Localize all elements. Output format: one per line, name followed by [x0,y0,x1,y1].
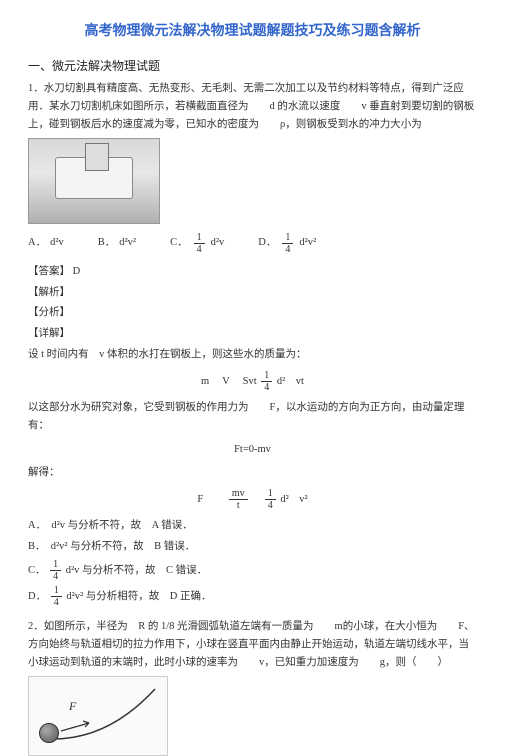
ld-txt: d²v² 与分析相符，故 D 正确． [66,591,211,602]
option-b: B． d²v² [98,234,136,252]
q2-text: 2．如图所示，半径为 R 的 1/8 光滑圆弧轨道左端有一质量为 m的小球，在大… [28,618,477,672]
eq2: Ft=0-mv [28,441,477,459]
eq1b: d² vt [277,376,304,387]
eq3: F mvt 14 d² v² [28,488,477,511]
ld-pre: D． [28,591,46,602]
opt-b-math: d²v² [119,234,136,252]
line-a: A． d²v 与分析不符，故 A 错误． [28,517,477,535]
section-heading: 一、微元法解决物理试题 [28,56,477,76]
line3: 解得： [28,464,477,482]
frac-c: 14 [194,232,205,255]
doc-title: 高考物理微元法解决物理试题解题技巧及练习题含解析 [28,20,477,44]
answer: 【答案】 D [28,263,477,281]
machine-image [28,138,160,224]
opt-b-label: B． [98,234,116,252]
options-row: A． d²v B． d²v² C． 14 d²v D． 14 d²v² [28,232,477,255]
option-c: C． 14 d²v [170,232,224,255]
lc-frac: 14 [50,559,61,582]
eq3b: d² v² [280,494,307,505]
ball-icon [39,723,59,743]
opt-c-math: d²v [211,234,225,252]
line1: 设 t 时间内有 v 体积的水打在钢板上，则这些水的质量为： [28,346,477,364]
eq1: m V Svt 14 d² vt [28,370,477,393]
eq1-frac: 14 [261,370,272,393]
force-label: F [69,696,76,716]
line-c: C． 14 d²v 与分析不符，故 C 错误． [28,559,477,582]
option-a: A． d²v [28,234,64,252]
opt-c-label: C． [170,234,188,252]
ld-frac: 14 [51,585,62,608]
opt-d-math: d²v² [299,234,316,252]
frac-d: 14 [282,232,293,255]
jiexi: 【解析】 [28,284,477,302]
opt-a-label: A． [28,234,46,252]
lc-txt: d²v 与分析不符，故 C 错误． [66,565,207,576]
opt-d-label: D． [258,234,276,252]
q1-text: 1．水刀切割具有精度高、无热变形、无毛刺、无需二次加工以及节约材料等特点，得到广… [28,80,477,134]
option-d: D． 14 d²v² [258,232,316,255]
line-d: D． 14 d²v² 与分析相符，故 D 正确． [28,585,477,608]
eq3-frac2: 14 [265,488,276,511]
lc-pre: C． [28,565,46,576]
xiangjie: 【详解】 [28,325,477,343]
eq1a: m V Svt [201,376,257,387]
eq3a: F [197,494,203,505]
curve-svg [49,683,159,743]
opt-a-math: d²v [50,234,64,252]
eq3-frac1: mvt [229,488,248,511]
fenxi: 【分析】 [28,304,477,322]
line2: 以这部分水为研究对象，它受到钢板的作用力为 F，以水运动的方向为正方向，由动量定… [28,399,477,435]
curve-image: F [28,676,168,756]
line-b: B． d²v² 与分析不符，故 B 错误． [28,538,477,556]
